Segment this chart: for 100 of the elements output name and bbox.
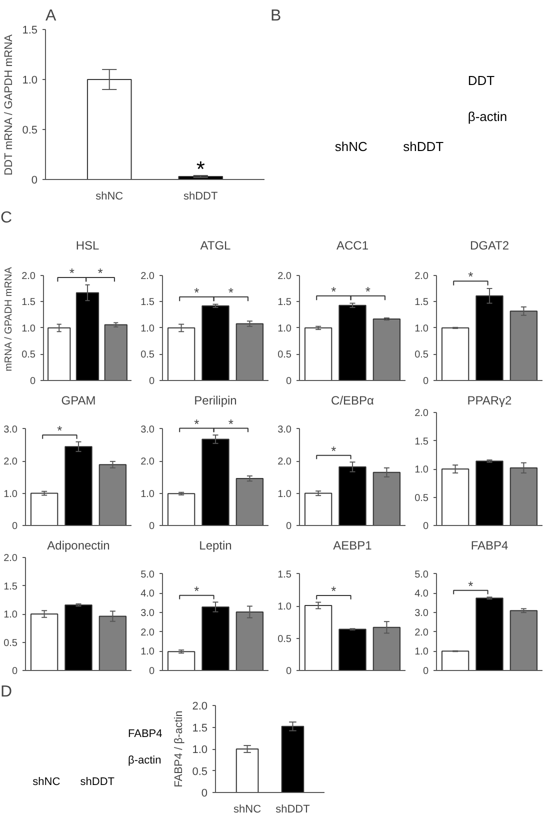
- y-tick-label: 2.0: [278, 270, 292, 282]
- annotation: *: [331, 583, 336, 598]
- annotation: *: [69, 265, 74, 280]
- y-tick-label: 2.0: [4, 456, 18, 468]
- y-tick-label: 0.5: [140, 350, 155, 361]
- annotation: *: [98, 265, 103, 280]
- chart-title: Adiponectin: [47, 538, 110, 552]
- y-tick-label: 2.0: [414, 408, 429, 419]
- chart-title: PPARγ2: [467, 394, 512, 408]
- chart-title: A: [46, 8, 56, 24]
- y-tick-label: 1.0: [278, 323, 292, 334]
- y-tick-label: 0: [422, 521, 429, 532]
- y-axis-title: DDT mRNA / GAPDH mRNA: [3, 34, 16, 176]
- y-tick-label: 1.0: [414, 646, 429, 658]
- y-tick-label: 0: [31, 174, 38, 186]
- y-tick-label: 1.5: [4, 581, 18, 592]
- y-tick-label: 2.0: [192, 700, 208, 712]
- y-tick-label: 2.0: [140, 270, 155, 282]
- y-tick-label: 1.0: [22, 323, 36, 334]
- y-tick-label: 2.0: [22, 270, 36, 282]
- y-tick-label: 5.0: [140, 569, 155, 580]
- y-tick-label: 1.0: [4, 488, 18, 500]
- y-tick-label: 0.5: [278, 350, 292, 361]
- y-tick-label: 1.0: [278, 488, 292, 500]
- y-tick-label: 0: [148, 666, 155, 677]
- chart-title: AEBP1: [333, 538, 372, 552]
- category-label: shDDT: [80, 776, 115, 788]
- category-label: shDDT: [403, 139, 444, 154]
- chart-title: C/EBPα: [331, 394, 374, 408]
- y-tick-label: 1.0: [140, 323, 155, 334]
- y-tick-label: 1.0: [278, 602, 292, 613]
- y-tick-label: 1.0: [4, 610, 18, 620]
- y-axis-title: FABP4 / β-actin: [173, 710, 186, 788]
- y-tick-label: 1.0: [140, 646, 155, 658]
- y-tick-label: 2.0: [4, 553, 18, 564]
- y-tick-label: 1.5: [414, 297, 429, 308]
- annotation: *: [365, 284, 370, 299]
- y-tick-label: 1.5: [22, 297, 36, 308]
- annotation: *: [194, 583, 200, 598]
- chart-title: Perilipin: [194, 394, 237, 408]
- y-tick-label: 0.5: [22, 350, 36, 361]
- y-tick-label: 3.0: [4, 424, 18, 436]
- annotation: *: [194, 416, 200, 432]
- y-tick-label: 0: [422, 666, 429, 677]
- y-tick-label: 1.0: [140, 488, 155, 500]
- y-tick-label: 0.5: [4, 638, 18, 649]
- category-label: shNC: [32, 776, 60, 788]
- y-tick-label: 0.5: [22, 124, 38, 136]
- annotation: *: [228, 416, 234, 432]
- annotation: *: [468, 578, 474, 594]
- y-tick-label: 0: [286, 376, 292, 387]
- y-tick-label: 3.0: [140, 424, 155, 436]
- y-tick-label: 2.0: [414, 270, 429, 282]
- y-tick-label: 3.0: [414, 608, 429, 620]
- y-tick-label: 1.0: [414, 464, 429, 476]
- y-tick-label: 0.5: [414, 492, 429, 504]
- y-tick-label: 0.5: [278, 634, 292, 645]
- text: C: [0, 210, 12, 226]
- y-tick-label: 0: [286, 666, 292, 677]
- chart-title: ATGL: [200, 238, 232, 252]
- chart-title: Leptin: [199, 538, 232, 552]
- y-tick-label: 2.0: [140, 456, 155, 468]
- y-tick-label: 1.5: [278, 297, 292, 308]
- y-tick-label: 0: [148, 521, 155, 532]
- y-tick-label: 1.5: [414, 436, 429, 448]
- y-tick-label: 2.0: [278, 456, 292, 468]
- y-tick-label: 1.0: [192, 744, 208, 756]
- y-tick-label: 4.0: [140, 588, 155, 600]
- annotation: *: [194, 284, 200, 300]
- chart-title: GPAM: [61, 394, 96, 408]
- chart-title: FABP4: [470, 538, 509, 552]
- text: β-actin: [468, 109, 508, 124]
- y-axis-title: mRNA / GPADH mRNA: [4, 266, 15, 372]
- y-tick-label: 0.5: [192, 766, 208, 778]
- chart-title: DGAT2: [470, 238, 510, 252]
- y-tick-label: 1.5: [22, 24, 38, 36]
- y-tick-label: 0: [12, 521, 18, 532]
- y-tick-label: 2.0: [414, 627, 429, 638]
- y-tick-label: 0: [12, 666, 18, 677]
- y-tick-label: 4.0: [414, 588, 429, 600]
- text: DDT: [468, 73, 495, 88]
- y-tick-label: 1.5: [278, 569, 292, 580]
- text: FABP4: [128, 728, 162, 740]
- data-label: *: [196, 156, 206, 182]
- y-tick-label: 3.0: [140, 608, 155, 620]
- text: D: [0, 684, 12, 700]
- annotation: *: [228, 284, 234, 300]
- y-tick-label: 1.5: [192, 722, 208, 734]
- category-label: shNC: [334, 139, 368, 154]
- y-tick-label: 1.5: [140, 297, 155, 308]
- text: β-actin: [128, 754, 162, 766]
- y-tick-label: 0: [148, 376, 155, 387]
- y-tick-label: 1.0: [414, 323, 429, 334]
- y-tick-label: 5.0: [414, 569, 429, 580]
- chart-title: ACC1: [336, 238, 369, 252]
- y-tick-label: 0: [422, 376, 429, 387]
- chart-title: HSL: [76, 238, 100, 252]
- text: B: [270, 8, 282, 24]
- y-tick-label: 3.0: [278, 424, 292, 436]
- y-tick-label: 2.0: [140, 627, 155, 638]
